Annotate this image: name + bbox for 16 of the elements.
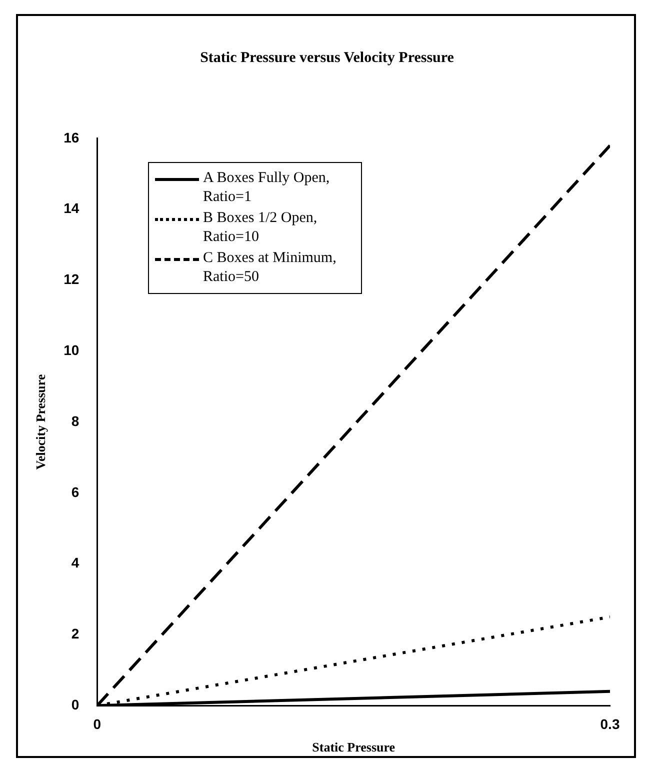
y-tick-label: 2 [71, 626, 80, 642]
legend-label: C Boxes at Minimum, Ratio=50 [203, 249, 338, 287]
x-axis-title: Static Pressure [312, 740, 396, 755]
y-tick-label: 10 [64, 342, 80, 358]
y-tick-label: 6 [71, 484, 80, 500]
legend-label: B Boxes 1/2 Open, Ratio=10 [203, 209, 318, 247]
legend-label: A Boxes Fully Open, Ratio=1 [203, 169, 331, 207]
y-tick-label: 12 [64, 271, 80, 288]
y-tick-label: 14 [64, 200, 80, 216]
y-tick-label: 16 [64, 129, 80, 146]
chart-title: Static Pressure versus Velocity Pressure [199, 50, 455, 67]
y-tick-label: 4 [71, 554, 80, 571]
y-tick-label: 8 [71, 412, 80, 429]
y-tick-label: 0 [71, 696, 80, 712]
x-tick-label: 0.3 [600, 716, 620, 732]
y-axis-title: Velocity Pressure [33, 374, 48, 470]
